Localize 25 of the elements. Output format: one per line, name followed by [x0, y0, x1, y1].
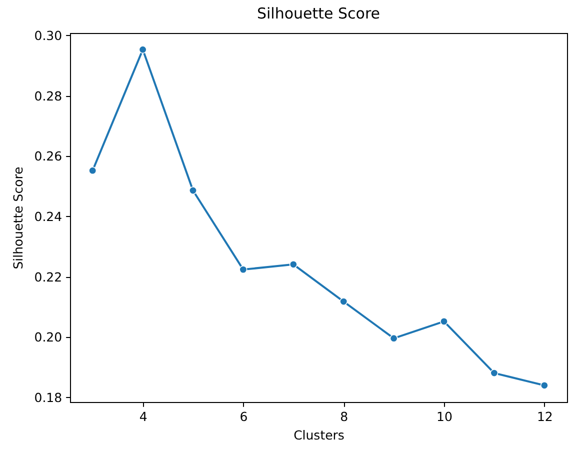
- point: [88, 166, 97, 175]
- y-tick-label: 0.24: [34, 208, 62, 224]
- point: [188, 186, 197, 194]
- x-tick-label: 4: [139, 408, 148, 424]
- y-tick-label: 0.22: [34, 269, 62, 284]
- y-tick-label: 0.18: [34, 390, 62, 405]
- point: [239, 266, 248, 274]
- point: [490, 369, 498, 378]
- x-tick-label: 6: [240, 408, 248, 424]
- y-tick-label: 0.26: [34, 148, 62, 164]
- x-tick-label: 12: [536, 408, 553, 424]
- x-axis-title: Clusters: [294, 427, 344, 442]
- point: [289, 260, 298, 268]
- point: [138, 46, 147, 54]
- y-tick-label: 0.30: [34, 28, 62, 43]
- point: [340, 298, 348, 306]
- point: [440, 317, 448, 326]
- y-tick-label: 0.28: [34, 88, 62, 104]
- x-tick-label: 8: [340, 408, 348, 424]
- point: [390, 334, 398, 342]
- y-axis-title: Silhouette Score: [10, 166, 26, 270]
- chart-title: Silhouette Score: [256, 4, 380, 22]
- point: [540, 381, 548, 390]
- y-tick-label: 0.20: [34, 330, 62, 345]
- x-tick-label: 10: [436, 408, 453, 424]
